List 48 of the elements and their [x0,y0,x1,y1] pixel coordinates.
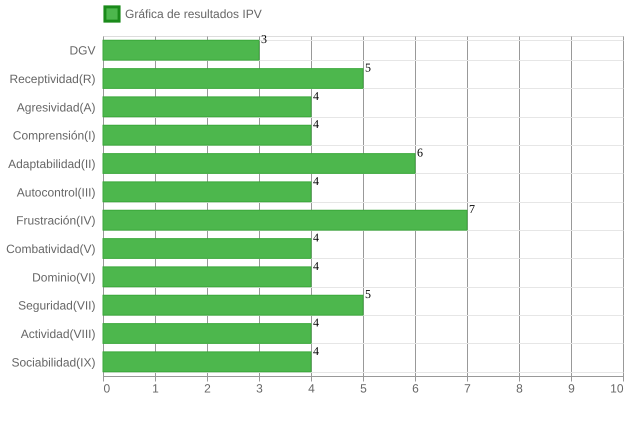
x-tick-label: 0 [104,382,110,396]
y-tick-label: Actividad(VIII) [20,327,96,341]
data-label: 5 [365,60,371,74]
data-label: 6 [417,146,423,160]
bar [102,323,312,344]
bar [102,181,312,202]
x-tick-label: 5 [360,382,368,396]
data-label: 4 [313,117,319,132]
data-label: 4 [313,174,319,188]
y-tick-label: Dominio(VI) [32,270,96,284]
x-tick-label: 8 [516,382,524,396]
bar [102,351,312,372]
data-label: 4 [313,88,319,103]
data-label: 4 [313,316,319,330]
data-label: 4 [313,258,319,273]
bar [102,238,312,259]
y-tick-label: Receptividad(R) [9,72,96,86]
y-tick-label: Frustración(IV) [16,214,96,228]
x-tick-label: 1 [152,382,160,396]
x-tick-label: 9 [568,382,576,396]
data-label: 3 [261,32,267,46]
y-tick-label: Autocontrol(III) [16,185,96,200]
y-tick-label: Comprensión(I) [12,128,96,143]
bar [102,266,312,288]
bar [102,68,364,89]
bar [102,96,312,118]
y-tick-label: Combatividad(V) [6,242,96,256]
x-tick-label: 4 [308,382,316,396]
x-tick-label: 6 [412,382,420,396]
x-tick-label: 3 [256,382,264,396]
bar [102,40,260,61]
y-tick-label: Sociabilidad(IX) [11,355,96,370]
data-label: 4 [313,344,319,358]
bar [102,124,312,146]
bar [102,153,416,174]
x-tick-label: 7 [464,382,472,396]
x-tick-label: 10 [610,382,624,396]
data-label: 5 [365,287,371,302]
y-tick-label: DGV [69,44,96,58]
bar [102,210,468,231]
x-tick-label: 2 [204,382,212,396]
data-label: 7 [469,202,475,216]
y-tick-label: Adaptabilidad(II) [8,157,96,171]
y-tick-label: Agresividad(A) [16,100,96,114]
y-tick-label: Seguridad(VII) [18,298,96,313]
legend-label: Gráfica de resultados IPV [125,7,262,21]
bar [102,294,364,316]
data-label: 4 [313,230,319,244]
